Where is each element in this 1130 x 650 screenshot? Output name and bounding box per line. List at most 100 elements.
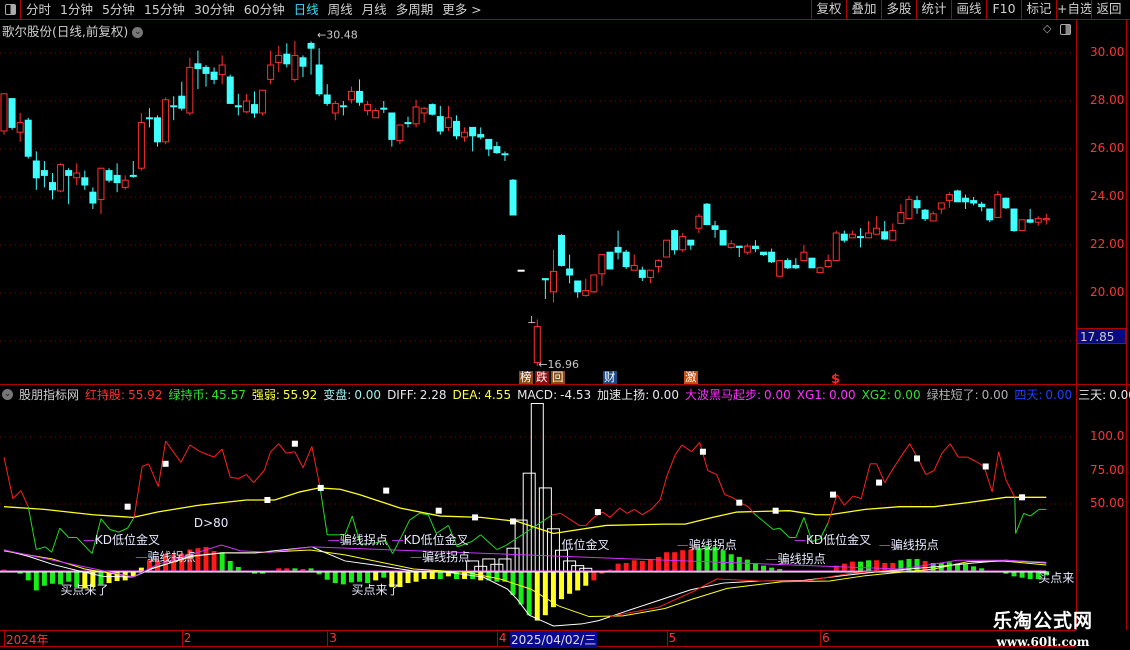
indicator-name[interactable]: 股朋指标网 [19, 388, 80, 402]
candlestick [113, 163, 121, 193]
toolbar-button[interactable]: 统计 [916, 0, 951, 19]
candle-body [283, 53, 291, 65]
kd-line-segment [619, 507, 628, 514]
tab-period[interactable]: 多周期 [395, 2, 434, 17]
toolbar-button[interactable]: F10 [986, 0, 1021, 19]
tab-period[interactable]: 15分钟 [143, 2, 185, 17]
candlestick [646, 269, 654, 284]
date-axis-top-border [0, 630, 1076, 631]
candlestick [315, 48, 323, 97]
candle-body [291, 54, 299, 80]
candle-body [800, 251, 808, 262]
tab-period[interactable]: 60分钟 [243, 2, 285, 17]
panel-toggle-icon[interactable] [1060, 24, 1071, 35]
candlestick [921, 209, 929, 221]
kd-line-segment [3, 456, 14, 499]
candlestick [469, 126, 477, 152]
candle-body [0, 93, 8, 132]
chart-canvas[interactable]: ←30.48 ←16.96 ⊥ $ [0, 0, 1076, 650]
kd-line-segment [811, 538, 821, 542]
kd-line-segment [409, 512, 420, 521]
toolbar-button[interactable]: 返回 [1091, 0, 1126, 19]
macd-bar [922, 560, 928, 571]
tab-period[interactable]: 更多 > [442, 2, 482, 17]
signal-marker [383, 487, 390, 494]
tab-period[interactable]: 1分钟 [60, 2, 93, 17]
toolbar-button[interactable]: 标记 [1021, 0, 1056, 19]
candle-body [679, 236, 687, 251]
toolbar-button[interactable]: 画线 [951, 0, 986, 19]
toolbar-button[interactable]: +自选 [1056, 0, 1092, 19]
indicator-field-value: 0.00 [1109, 388, 1130, 402]
candle-body [380, 107, 388, 110]
indicator-field-label: 绿柱短了 [927, 388, 979, 402]
diamond-icon[interactable]: ◇ [1043, 22, 1052, 35]
macd-bar [954, 563, 960, 571]
candlestick [32, 151, 40, 190]
kd-line-segment [401, 519, 411, 536]
toolbar-button[interactable]: 叠加 [846, 0, 881, 19]
candlestick [267, 50, 275, 85]
signal-marker [162, 460, 169, 467]
macd-bar [74, 571, 80, 588]
signal-label: 买点来了 [61, 583, 109, 597]
candlestick [695, 213, 703, 233]
tab-period[interactable]: 日线 [293, 2, 319, 17]
signal-marker [472, 514, 479, 521]
candlestick [816, 266, 824, 274]
candlestick [226, 74, 234, 104]
event-badge[interactable]: 回 [551, 370, 565, 384]
candlestick [444, 105, 452, 131]
candlestick [945, 192, 953, 208]
toolbar-button[interactable]: 多股 [881, 0, 916, 19]
macd-bar [332, 571, 338, 584]
candlestick [259, 89, 267, 116]
event-badge[interactable]: 跌 [535, 370, 549, 384]
signal-label: 低位金叉 [562, 538, 610, 552]
signal-label: —KD低位金叉 [392, 533, 469, 547]
toolbar-button[interactable]: 复权 [811, 0, 846, 19]
candlestick [865, 221, 873, 239]
signal-label: 买点来了 [351, 583, 399, 597]
price-axis-label: 20.00 [1090, 285, 1125, 299]
macd-bar [171, 554, 177, 571]
candle-body [356, 90, 364, 103]
kd-line-segment [294, 451, 304, 469]
signal-text: 骗线拐点 [147, 550, 196, 564]
event-badge[interactable]: 激 [684, 370, 698, 384]
chevron-down-icon[interactable]: ⌄ [132, 27, 144, 38]
candle-body [760, 251, 768, 256]
panel-toggle-icon[interactable] [0, 0, 21, 19]
candlestick [121, 175, 129, 190]
indicator-field-label: 三天 [1078, 388, 1106, 402]
indicator-field-value: 0.00 [893, 387, 921, 402]
event-badge[interactable]: 财 [603, 370, 617, 384]
chevron-down-icon[interactable]: ⌄ [2, 389, 13, 400]
candlestick [614, 230, 622, 260]
candlestick [242, 93, 250, 113]
event-badge[interactable]: 榜 [519, 370, 533, 384]
candle-body [186, 66, 194, 114]
macd-bar [575, 571, 581, 591]
tab-period[interactable]: 5分钟 [101, 2, 135, 17]
kd-line-segment [609, 507, 621, 518]
candlestick [170, 96, 178, 121]
tab-period[interactable]: 30分钟 [193, 2, 235, 17]
macd-bar [155, 560, 161, 571]
tab-period[interactable]: 分时 [26, 2, 52, 17]
watermark-url: www.60lt.com [996, 635, 1090, 649]
signal-text: 买点来了 [351, 583, 400, 597]
kd-line-segment [285, 451, 295, 454]
candle-body [32, 160, 40, 179]
candlestick [889, 223, 897, 241]
signal-marker [736, 499, 743, 506]
tab-period[interactable]: 月线 [361, 2, 387, 17]
kd-line-segment [447, 525, 458, 548]
tab-period[interactable]: 周线 [327, 2, 353, 17]
kd-line-segment [853, 495, 862, 500]
candlestick [1026, 209, 1034, 224]
candle-body [65, 170, 73, 176]
date-label: 5 [668, 631, 677, 645]
candle-body [832, 232, 840, 262]
indicator-field: 强弱55.92 [252, 386, 317, 403]
